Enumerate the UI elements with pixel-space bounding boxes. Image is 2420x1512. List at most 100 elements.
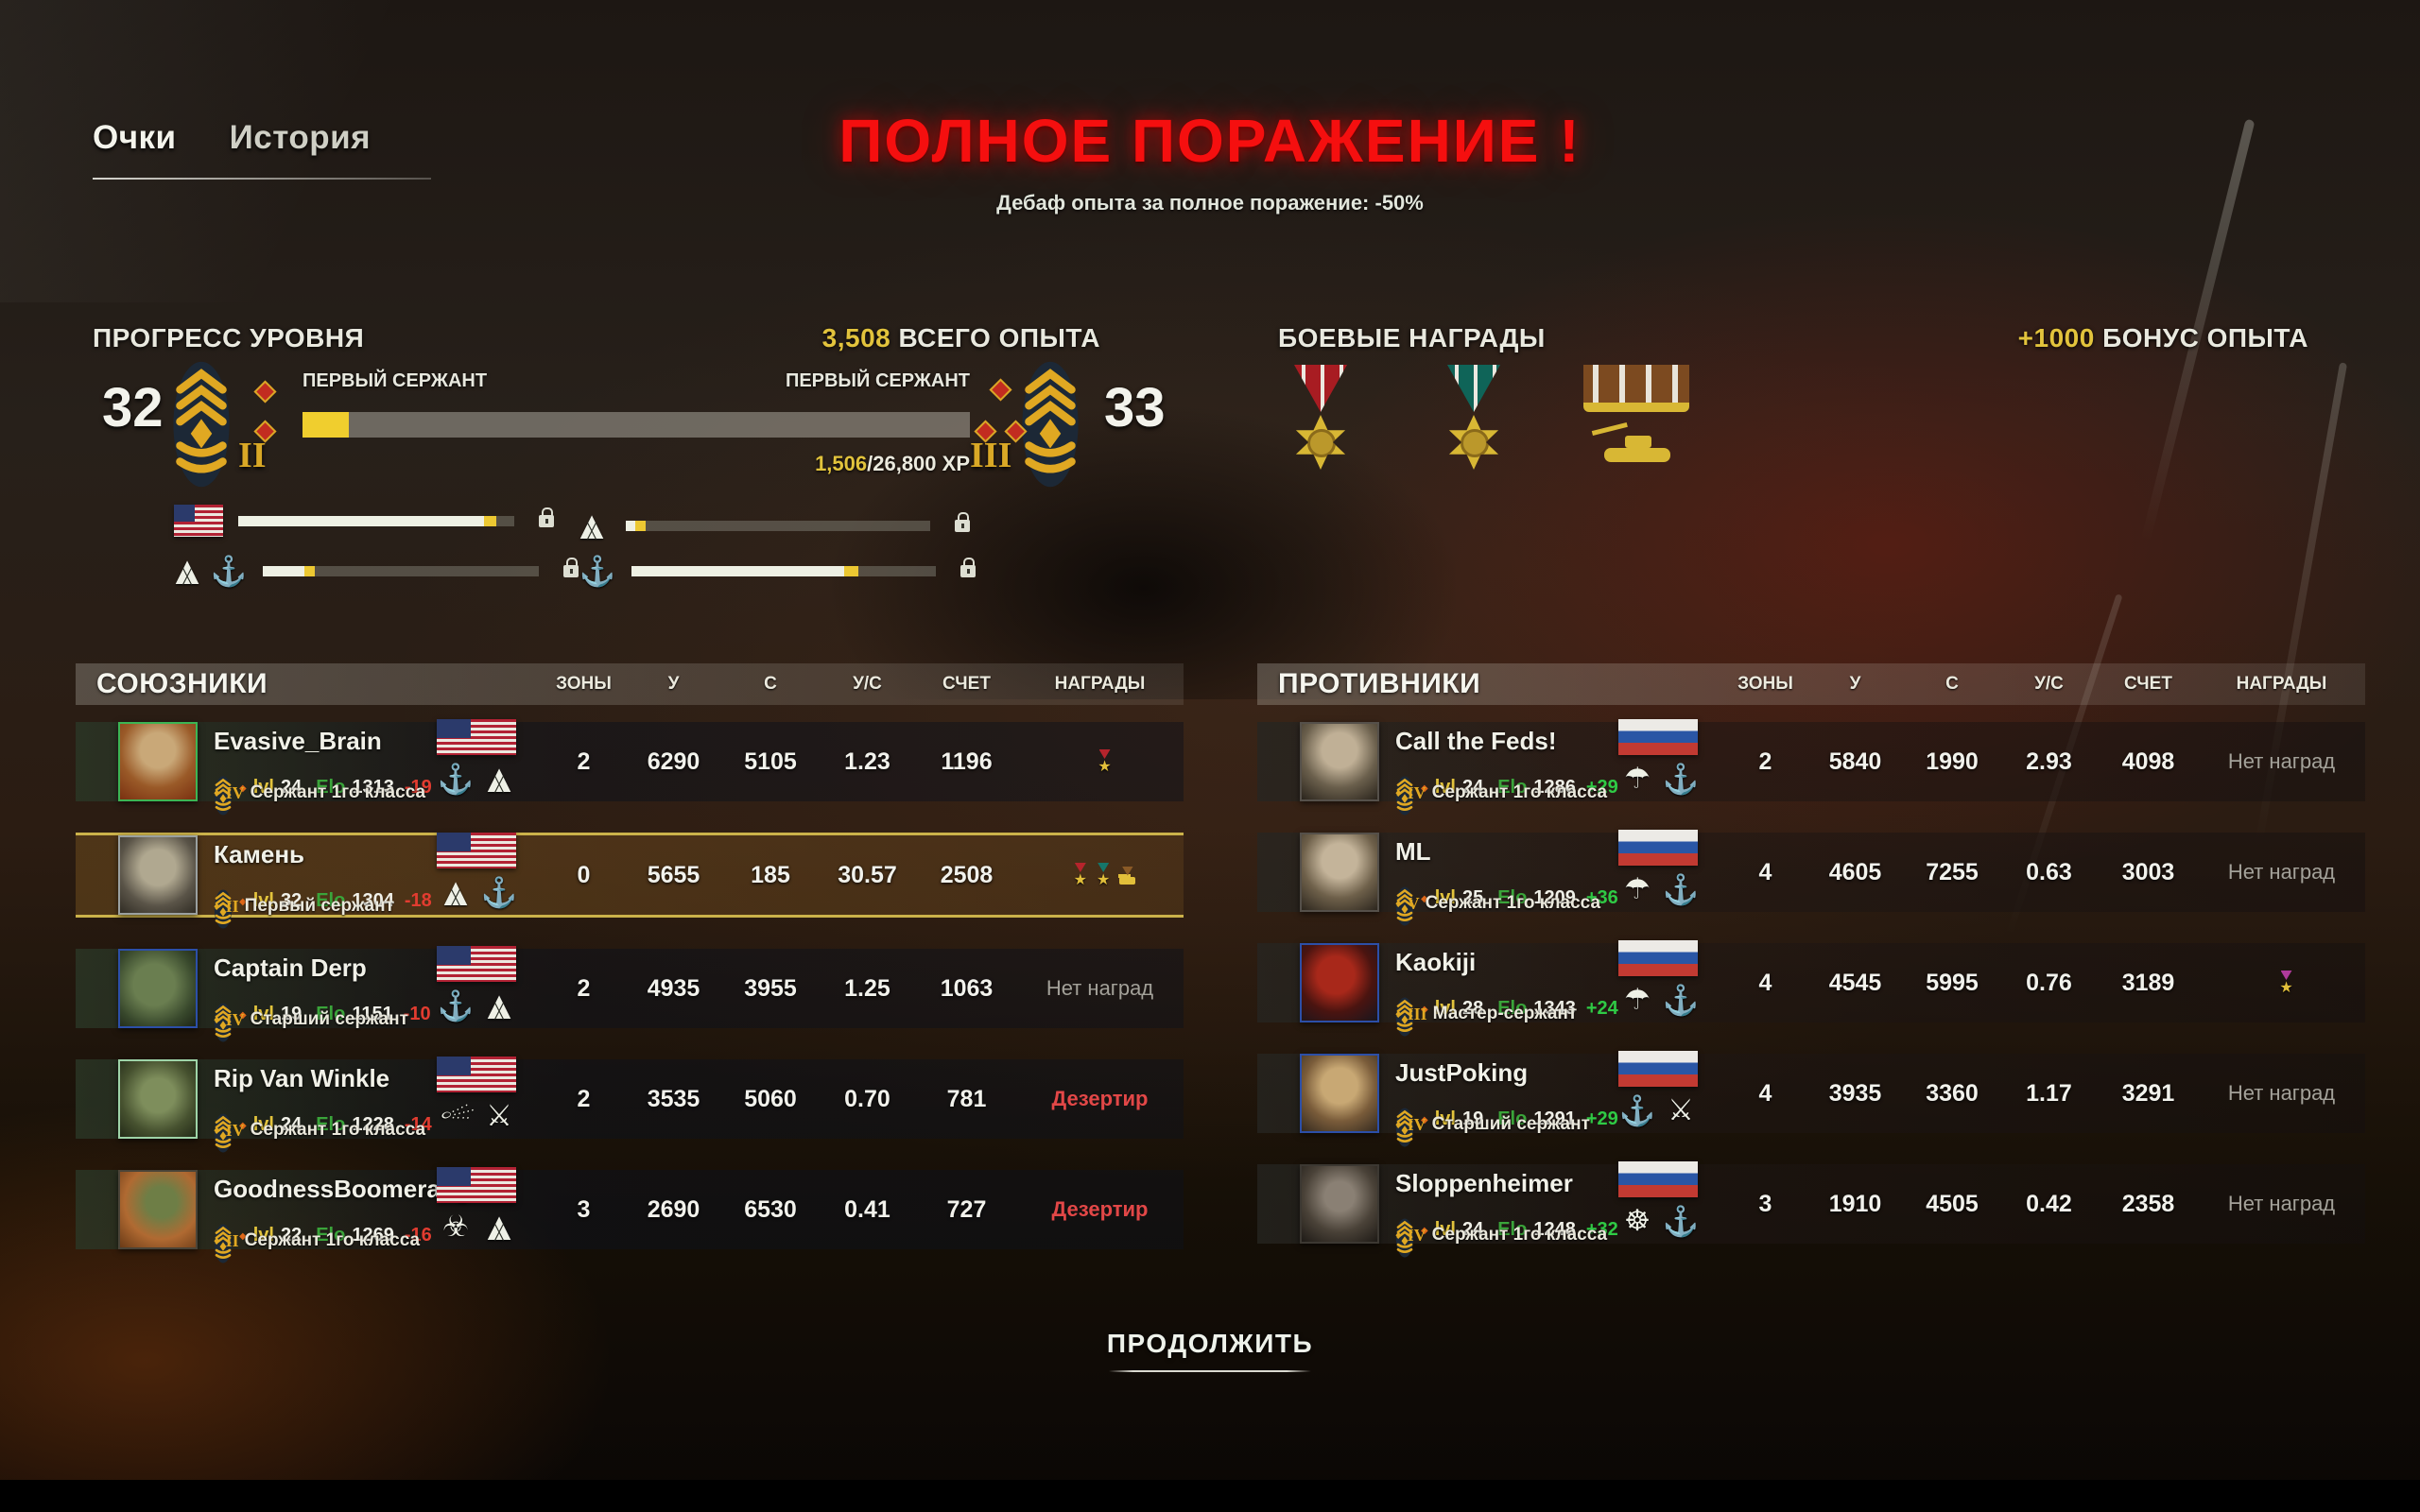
lvl-value: 24 [1461, 776, 1484, 798]
player-level-line: lvl 22 Elo 1269 -16 [214, 1207, 432, 1263]
elo-value: 1228 [352, 1113, 394, 1135]
unit-icon [1662, 868, 1700, 910]
stat-kills: 4545 [1828, 969, 1882, 996]
award-medal-icon [1074, 863, 1087, 887]
stat-deaths: 3360 [1926, 1079, 1979, 1107]
faction-flag [1618, 830, 1698, 866]
battle-medal[interactable] [1581, 365, 1692, 467]
faction-flag [1618, 1051, 1698, 1087]
player-cell: Sloppenheimer lvl 24 Elo 1248 +32 [1257, 1161, 1725, 1245]
faction-bar-fill [238, 515, 484, 526]
level-progress-header: ПРОГРЕСС УРОВНЯ [93, 323, 365, 352]
unit-icon [1618, 868, 1656, 910]
stat-deaths: 185 [751, 861, 790, 888]
xp-progress-bar [302, 412, 970, 438]
faction-bar-track [626, 520, 930, 531]
column-kd: У/С [853, 674, 882, 694]
stat-deaths: 5060 [744, 1085, 797, 1112]
unit-icons [437, 1206, 518, 1247]
elo-value: 1248 [1533, 1218, 1576, 1240]
enemies-title: ПРОТИВНИКИ [1278, 668, 1481, 699]
faction-flag [437, 833, 516, 868]
lvl-label: lvl [1434, 1108, 1456, 1129]
stat-zones: 4 [1758, 858, 1772, 885]
avatar [118, 1059, 198, 1139]
rank-class: Первый сержант [244, 896, 394, 916]
awards-cell: Дезертир [1016, 1087, 1184, 1111]
faction-flag [1618, 940, 1698, 976]
elo-value: 1151 [352, 1003, 393, 1024]
rank-class: Сержант 1го класса [244, 1230, 421, 1250]
avatar [1300, 1164, 1379, 1244]
allies-header: СОЮЗНИКИ ЗОНЫ У С У/С СЧЕТ НАГРАДЫ [76, 663, 1184, 705]
column-deaths: С [764, 674, 777, 694]
player-row[interactable]: JustPoking lvl 19 Elo 1291 +29 I [1257, 1051, 2365, 1135]
faction-bar-track [631, 565, 936, 576]
elo-label: Elo [316, 1113, 346, 1135]
player-row[interactable]: Камень lvl 32 Elo 1304 -18 II [76, 833, 1184, 918]
player-row[interactable]: Evasive_Brain lvl 24 Elo 1313 -19 [76, 719, 1184, 801]
rank-numeral: IV [1407, 1225, 1426, 1245]
medal-star-icon [1448, 415, 1499, 470]
elo-delta: +29 [1585, 1108, 1618, 1129]
unit-icons [437, 871, 518, 913]
player-cell: ML lvl 25 Elo 1209 +36 V [1257, 830, 1725, 914]
award-text: Нет наград [2227, 860, 2336, 884]
unit-icons [1618, 979, 1700, 1021]
faction-bar-bonus [844, 565, 858, 576]
column-kills: У [667, 674, 680, 694]
allies-title: СОЮЗНИКИ [96, 668, 268, 699]
total-xp: 3,508 ВСЕГО ОПЫТА [93, 323, 1100, 353]
tab-history[interactable]: История [229, 119, 372, 156]
player-rank-line: IV Старший сержант [1395, 1114, 1590, 1135]
player-rank-line: V Сержант 1го класса [1395, 893, 1600, 914]
match-result-subtitle: Дебаф опыта за полное поражение: -50% [996, 191, 1424, 215]
stat-kd: 0.76 [2026, 969, 2072, 996]
player-row[interactable]: Captain Derp lvl 19 Elo 1151 -10 [76, 946, 1184, 1028]
background-tank-silhouette [832, 406, 1456, 699]
elo-delta: +32 [1585, 1218, 1618, 1240]
avatar [1300, 1054, 1379, 1133]
rank-badge-icon [214, 784, 220, 801]
player-row[interactable]: Rip Van Winkle lvl 24 Elo 1228 -14 [76, 1057, 1184, 1139]
unit-icons [437, 985, 518, 1026]
level-to: 33 [1104, 377, 1166, 438]
unit-icon [1662, 1200, 1700, 1242]
unit-icon [1618, 758, 1656, 799]
stat-kills: 1910 [1828, 1190, 1882, 1217]
battle-medal[interactable] [1444, 365, 1503, 470]
unit-icons [437, 1095, 518, 1137]
player-row[interactable]: GoodnessBoomerang lvl 22 Elo 1269 -16 [76, 1167, 1184, 1250]
faction-flag [437, 719, 516, 755]
player-row[interactable]: Sloppenheimer lvl 24 Elo 1248 +32 [1257, 1161, 2365, 1245]
faction-flag-box [437, 1167, 518, 1247]
elo-value: 1343 [1533, 997, 1576, 1019]
avatar [118, 835, 198, 915]
player-row[interactable]: Kaokiji lvl 28 Elo 1343 +24 III [1257, 940, 2365, 1022]
rank-insignia-from-icon [172, 359, 231, 490]
player-row[interactable]: Call the Feds! lvl 24 Elo 1286 +29 [1257, 719, 2365, 802]
rank-numeral: II [225, 896, 239, 916]
unit-icon [480, 1095, 518, 1137]
rank-class: Сержант 1го класса [1431, 782, 1608, 802]
battle-medal[interactable] [1291, 365, 1350, 470]
player-row[interactable]: ML lvl 25 Elo 1209 +36 V [1257, 830, 2365, 914]
lvl-label: lvl [252, 776, 274, 798]
lvl-value: 24 [280, 776, 302, 798]
player-name: Камень [214, 840, 305, 868]
tab-scores[interactable]: Очки [93, 119, 177, 156]
stat-deaths: 4505 [1926, 1190, 1979, 1217]
lvl-label: lvl [252, 889, 274, 911]
faction-flag-box [437, 719, 518, 799]
unit-icons [1618, 1200, 1700, 1242]
lvl-value: 19 [280, 1003, 302, 1024]
continue-button[interactable]: ПРОДОЛЖИТЬ [1107, 1329, 1313, 1372]
rank-label-from: ПЕРВЫЙ СЕРЖАНТ [302, 370, 488, 391]
lock-icon [955, 511, 970, 532]
elo-value: 1291 [1533, 1108, 1576, 1129]
faction-bar-track [238, 515, 514, 526]
faction-progress-infantry [168, 550, 579, 592]
elo-value: 1304 [352, 889, 394, 911]
player-cell: GoodnessBoomerang lvl 22 Elo 1269 -16 [76, 1167, 544, 1250]
rank-class: Сержант 1го класса [1425, 893, 1601, 913]
